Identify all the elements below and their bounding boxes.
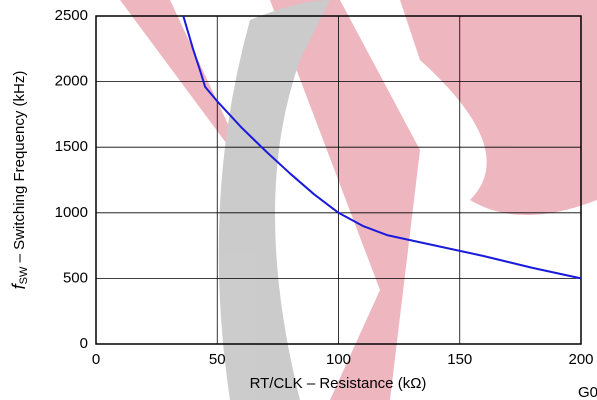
x-tick-label: 50 <box>209 351 226 368</box>
data-line <box>182 15 582 280</box>
y-axis-label: fSW – Switching Frequency (kHz) <box>9 71 30 290</box>
x-axis-label: RT/CLK – Resistance (kΩ) <box>250 375 427 392</box>
x-tick-label: 150 <box>447 351 472 368</box>
y-tick-label: 0 <box>80 335 88 352</box>
y-tick-label: 1500 <box>55 138 88 155</box>
y-label-symbol: f <box>9 282 29 289</box>
watermark <box>120 0 597 400</box>
y-tick-label: 500 <box>63 269 88 286</box>
x-tick-label: 100 <box>326 351 351 368</box>
y-label-subscript: SW <box>18 266 30 284</box>
y-label-text: – Switching Frequency (kHz) <box>11 71 28 267</box>
y-tick-label: 2000 <box>55 73 88 90</box>
x-tick-label: 200 <box>568 351 593 368</box>
y-tick-label: 1000 <box>55 204 88 221</box>
y-tick-label: 2500 <box>55 7 88 24</box>
x-tick-label: 0 <box>92 351 100 368</box>
figure-id: G00 <box>578 384 597 400</box>
